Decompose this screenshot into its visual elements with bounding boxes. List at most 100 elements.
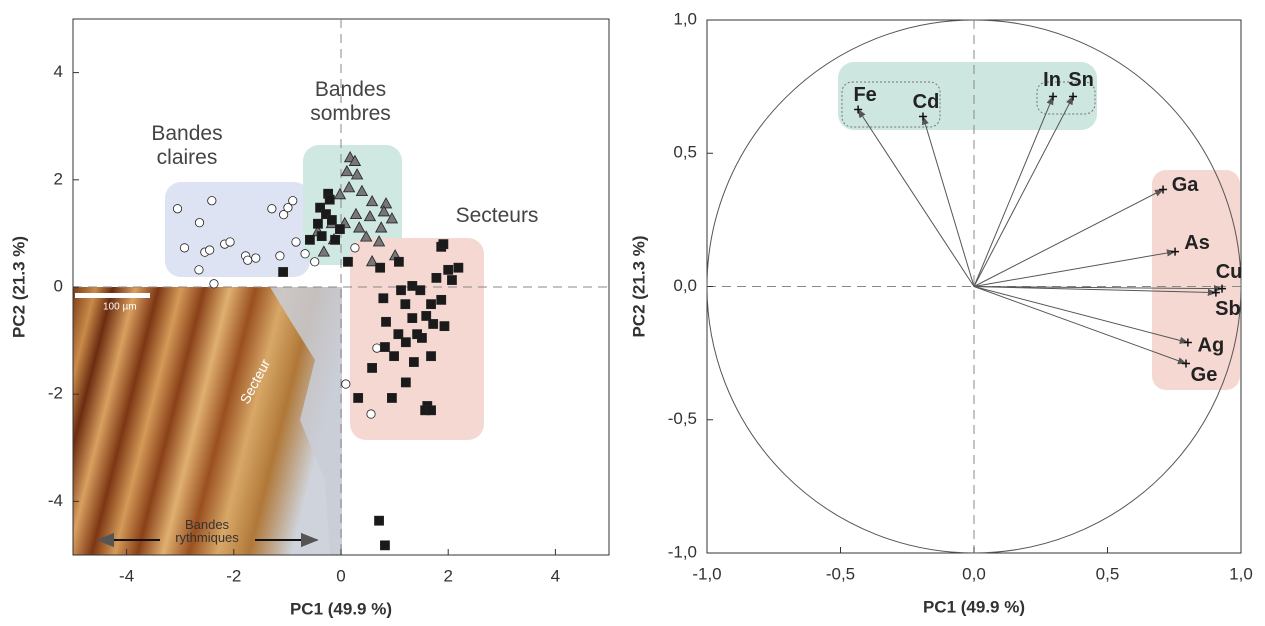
point	[330, 234, 341, 245]
point	[313, 218, 323, 229]
point	[267, 204, 277, 214]
inset-label: Bandes rythmiques	[175, 517, 239, 545]
y-tick-label: 4	[54, 62, 63, 81]
point	[341, 379, 351, 389]
point	[350, 243, 360, 253]
point	[381, 316, 391, 327]
point	[179, 243, 190, 253]
scale-label: 100 µm	[103, 302, 137, 313]
point	[439, 321, 450, 332]
point	[316, 231, 327, 241]
point	[415, 285, 426, 296]
point	[275, 251, 285, 261]
point	[375, 262, 386, 273]
point	[205, 245, 215, 255]
variable-label: As	[1184, 232, 1210, 254]
point	[366, 409, 376, 419]
zone	[841, 81, 941, 128]
point	[335, 224, 345, 235]
point	[374, 515, 384, 526]
loading-point	[1049, 92, 1058, 101]
point	[350, 168, 364, 180]
point	[305, 234, 315, 245]
loading-arrow	[973, 284, 1223, 293]
point	[408, 357, 419, 367]
point	[326, 215, 337, 225]
point	[438, 239, 449, 250]
y-tick-label: 0	[54, 276, 63, 295]
loading-arrow	[973, 286, 1187, 365]
point	[426, 351, 436, 362]
loading-point	[1159, 185, 1168, 194]
x-tick-label: 4	[551, 566, 560, 585]
point	[396, 285, 406, 296]
variable-label: Ag	[1198, 335, 1225, 357]
y-tick-label: -1,0	[668, 542, 697, 561]
point	[353, 221, 366, 233]
point	[317, 245, 331, 257]
point	[367, 363, 377, 373]
point	[291, 237, 301, 247]
loading-point	[1171, 247, 1180, 256]
point	[209, 279, 219, 289]
point	[194, 265, 204, 275]
point	[453, 262, 464, 273]
zone	[838, 62, 1097, 130]
point	[353, 393, 364, 403]
loading-point	[854, 105, 863, 114]
point	[426, 405, 436, 416]
point	[387, 393, 397, 403]
point	[365, 194, 379, 207]
variable-label: Fe	[853, 84, 876, 106]
point	[407, 313, 418, 323]
point	[194, 218, 205, 228]
point	[278, 267, 289, 277]
point	[436, 294, 447, 305]
point	[324, 194, 335, 205]
point	[300, 249, 310, 259]
loading-point	[1218, 284, 1227, 293]
point	[372, 235, 386, 247]
y-tick-label: 1,0	[673, 9, 697, 28]
zone	[1036, 81, 1096, 115]
point	[363, 209, 377, 222]
point	[421, 311, 432, 321]
group-label: Bandes sombres	[310, 78, 391, 125]
point	[443, 264, 454, 275]
y-tick-label: -2	[48, 384, 63, 403]
point	[279, 210, 289, 220]
y-tick-label: 0,0	[673, 276, 697, 295]
loading-point	[1182, 359, 1190, 368]
point	[321, 209, 331, 220]
point	[283, 203, 293, 213]
variable-label: Ge	[1191, 364, 1218, 386]
y-axis-title: PC2 (21.3 %)	[9, 236, 28, 338]
point	[365, 254, 379, 267]
point	[380, 540, 390, 551]
y-axis-title: PC2 (21.3 %)	[629, 235, 648, 337]
loading-arrow	[973, 286, 1189, 344]
point	[447, 275, 457, 285]
x-tick-label: 0,5	[1096, 564, 1120, 583]
x-axis-title: PC1 (49.9 %)	[290, 599, 392, 618]
point	[360, 230, 373, 242]
point	[375, 221, 388, 233]
point	[380, 342, 390, 352]
x-tick-label: 0	[336, 566, 345, 585]
point	[400, 377, 411, 388]
loading-arrow	[973, 189, 1164, 287]
point	[342, 181, 356, 193]
x-tick-label: 1,0	[1229, 564, 1253, 583]
variable-label: Cu	[1216, 261, 1243, 283]
point	[243, 255, 253, 265]
point	[389, 351, 399, 362]
loading-point	[1183, 338, 1192, 347]
inset-photo	[73, 287, 342, 555]
point	[428, 319, 439, 329]
point	[393, 256, 404, 267]
variable-label: Sn	[1068, 69, 1094, 91]
loading-arrow	[857, 108, 975, 287]
loading-point	[1069, 92, 1078, 101]
